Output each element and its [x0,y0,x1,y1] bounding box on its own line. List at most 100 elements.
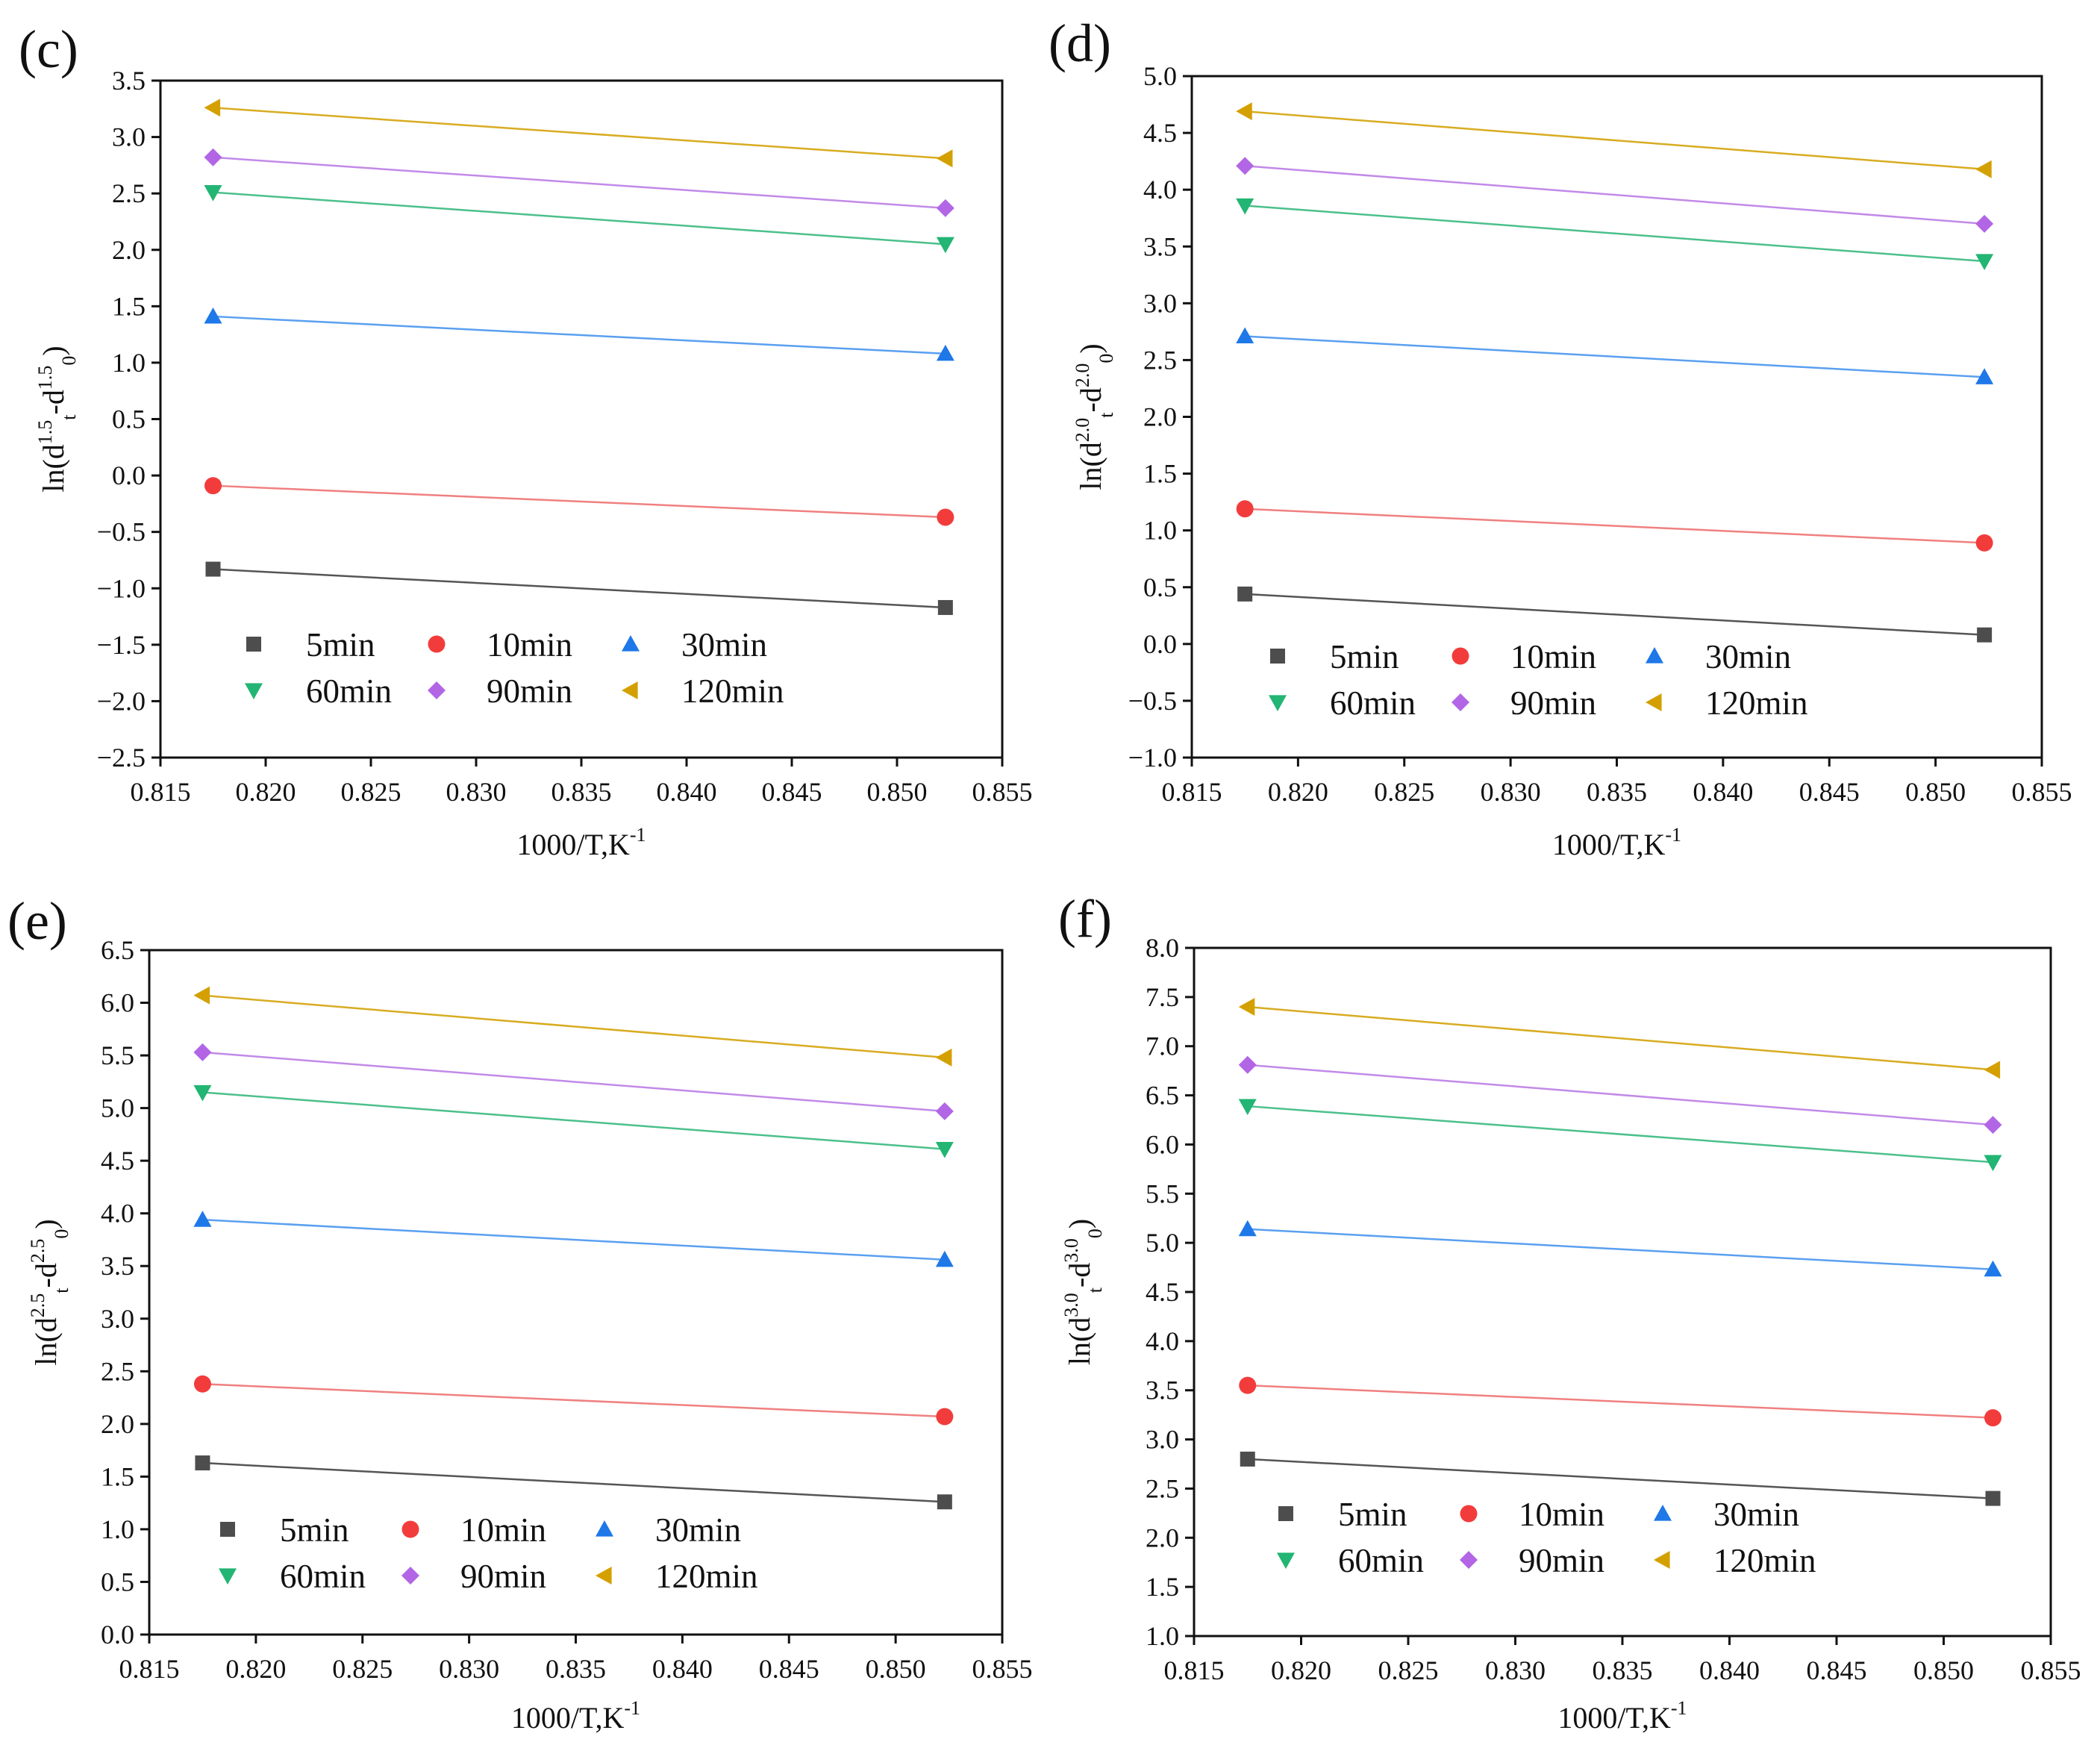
series-10min [1236,500,1993,552]
legend-marker-30min [622,635,640,652]
y-tick-label: 3.0 [101,1304,134,1334]
data-point-5min [1985,1491,2001,1506]
fit-line-120min [202,994,945,1059]
series-60min [193,1084,954,1158]
data-point-5min [1977,627,1993,643]
x-tick-label: 0.855 [2012,777,2072,807]
y-axis-label-pre: ln(d [1063,1317,1096,1365]
legend-marker-60min [245,683,263,699]
legend-marker-60min [1277,1552,1295,1569]
series-30min [193,1211,954,1267]
y-tick-label: 5.0 [101,1093,134,1123]
y-tick-label: 4.5 [1146,1277,1179,1307]
y-tick-label: 6.5 [101,935,134,965]
y-axis-label-pre: ln(d [1074,442,1107,490]
data-point-120min [1984,1061,2001,1079]
data-point-90min [1236,157,1254,175]
y-tick-label: 2.5 [112,178,146,208]
series-30min [1236,327,1994,384]
panel-label: (f) [1058,889,1112,949]
y-tick-label: 6.5 [1146,1081,1179,1111]
fit-line-30min [213,315,946,355]
x-tick-label: 0.840 [657,777,717,807]
x-tick-label: 0.840 [652,1654,713,1684]
data-point-120min [935,1048,952,1067]
x-axis-label-base: 1000/T,K [1552,828,1666,861]
legend-marker-90min [401,1567,419,1585]
data-point-10min [937,508,954,526]
x-tick-label: 0.825 [332,1654,393,1684]
x-tick-label: 0.820 [1271,1655,1331,1685]
data-point-10min [1975,534,1993,552]
y-axis-label-e2: 2.0 [1072,363,1093,388]
legend-label-10min: 10min [487,626,572,664]
y-axis-label-zero: 0 [51,1229,72,1239]
fit-line-60min [213,191,946,246]
fit-line-5min [202,1461,945,1503]
series-30min [1238,1220,2002,1277]
y-axis-label-t: t [58,414,80,420]
x-tick-label: 0.825 [1378,1655,1439,1685]
y-axis-label-e2: 3.0 [1060,1238,1082,1263]
chart-f: (f) 1.0 1.5 2.0 2.5 3.0 3.5 4.0 4.5 5.0 5.5 6.0 6.5 7… [1058,889,2081,1735]
y-axis-label-pre: ln(d [37,444,70,492]
y-tick-label: 1.5 [101,1461,134,1491]
y-axis-label-zero: 0 [58,356,80,366]
x-tick-label: 0.830 [1485,1655,1546,1685]
y-tick-label: 4.5 [101,1146,134,1176]
data-point-30min [936,344,954,361]
x-tick-label: 0.820 [1268,777,1328,807]
x-tick-label: 0.830 [439,1654,499,1684]
y-tick-label: 4.0 [1143,175,1177,205]
y-tick-label: −1.0 [97,573,146,603]
series-10min [1239,1376,2002,1427]
y-tick-label: 2.0 [1143,402,1177,432]
y-axis-label-pre: ln(d [29,1317,63,1365]
legend-marker-120min [1654,1551,1670,1569]
data-point-10min [1984,1409,2002,1427]
series-60min [1236,198,1994,271]
x-axis-label: 1000/T,K-1 [511,1697,640,1735]
legend-marker-30min [596,1520,613,1537]
legend-marker-90min [1460,1551,1478,1569]
fit-line-90min [213,156,946,210]
legend-marker-5min [1270,649,1285,664]
data-point-60min [1238,1099,1257,1116]
data-point-5min [1240,1451,1255,1467]
x-tick-label: 0.815 [131,777,191,807]
x-tick-label: 0.855 [972,777,1033,807]
series-120min [1238,998,2001,1079]
data-point-5min [205,561,221,577]
legend-marker-120min [1646,693,1662,711]
y-tick-label: 3.5 [1143,231,1177,261]
legend-label-5min: 5min [1330,638,1399,675]
y-tick-label: 2.5 [101,1356,134,1386]
series-90min [204,148,954,217]
y-tick-label: 2.5 [1143,345,1177,375]
x-tick-label: 0.850 [867,777,928,807]
x-tick-label: 0.815 [119,1654,180,1684]
fit-line-30min [1245,335,1985,378]
x-tick-label: 0.845 [1799,777,1860,807]
y-tick-label: −2.0 [97,686,146,716]
fit-line-90min [1245,164,1985,225]
y-tick-label: 2.0 [112,235,146,265]
x-tick-label: 0.830 [1481,777,1541,807]
data-point-30min [1236,327,1254,344]
fit-line-10min [1247,1384,1993,1419]
data-point-60min [1984,1155,2002,1172]
y-axis-label-zero: 0 [1084,1229,1106,1238]
legend-label-120min: 120min [655,1558,758,1595]
legend-label-120min: 120min [681,672,784,710]
data-point-90min [193,1043,212,1061]
fit-line-90min [1247,1064,1993,1126]
y-tick-label: 3.0 [112,122,146,152]
x-tick-label: 0.830 [446,777,507,807]
plot-frame [1193,946,2052,1638]
data-point-60min [935,1142,954,1158]
fit-line-10min [1245,508,1985,544]
y-tick-label: 4.0 [101,1199,134,1229]
y-axis-label-mid: -d [37,390,70,414]
x-axis-label-base: 1000/T,K [516,828,630,861]
